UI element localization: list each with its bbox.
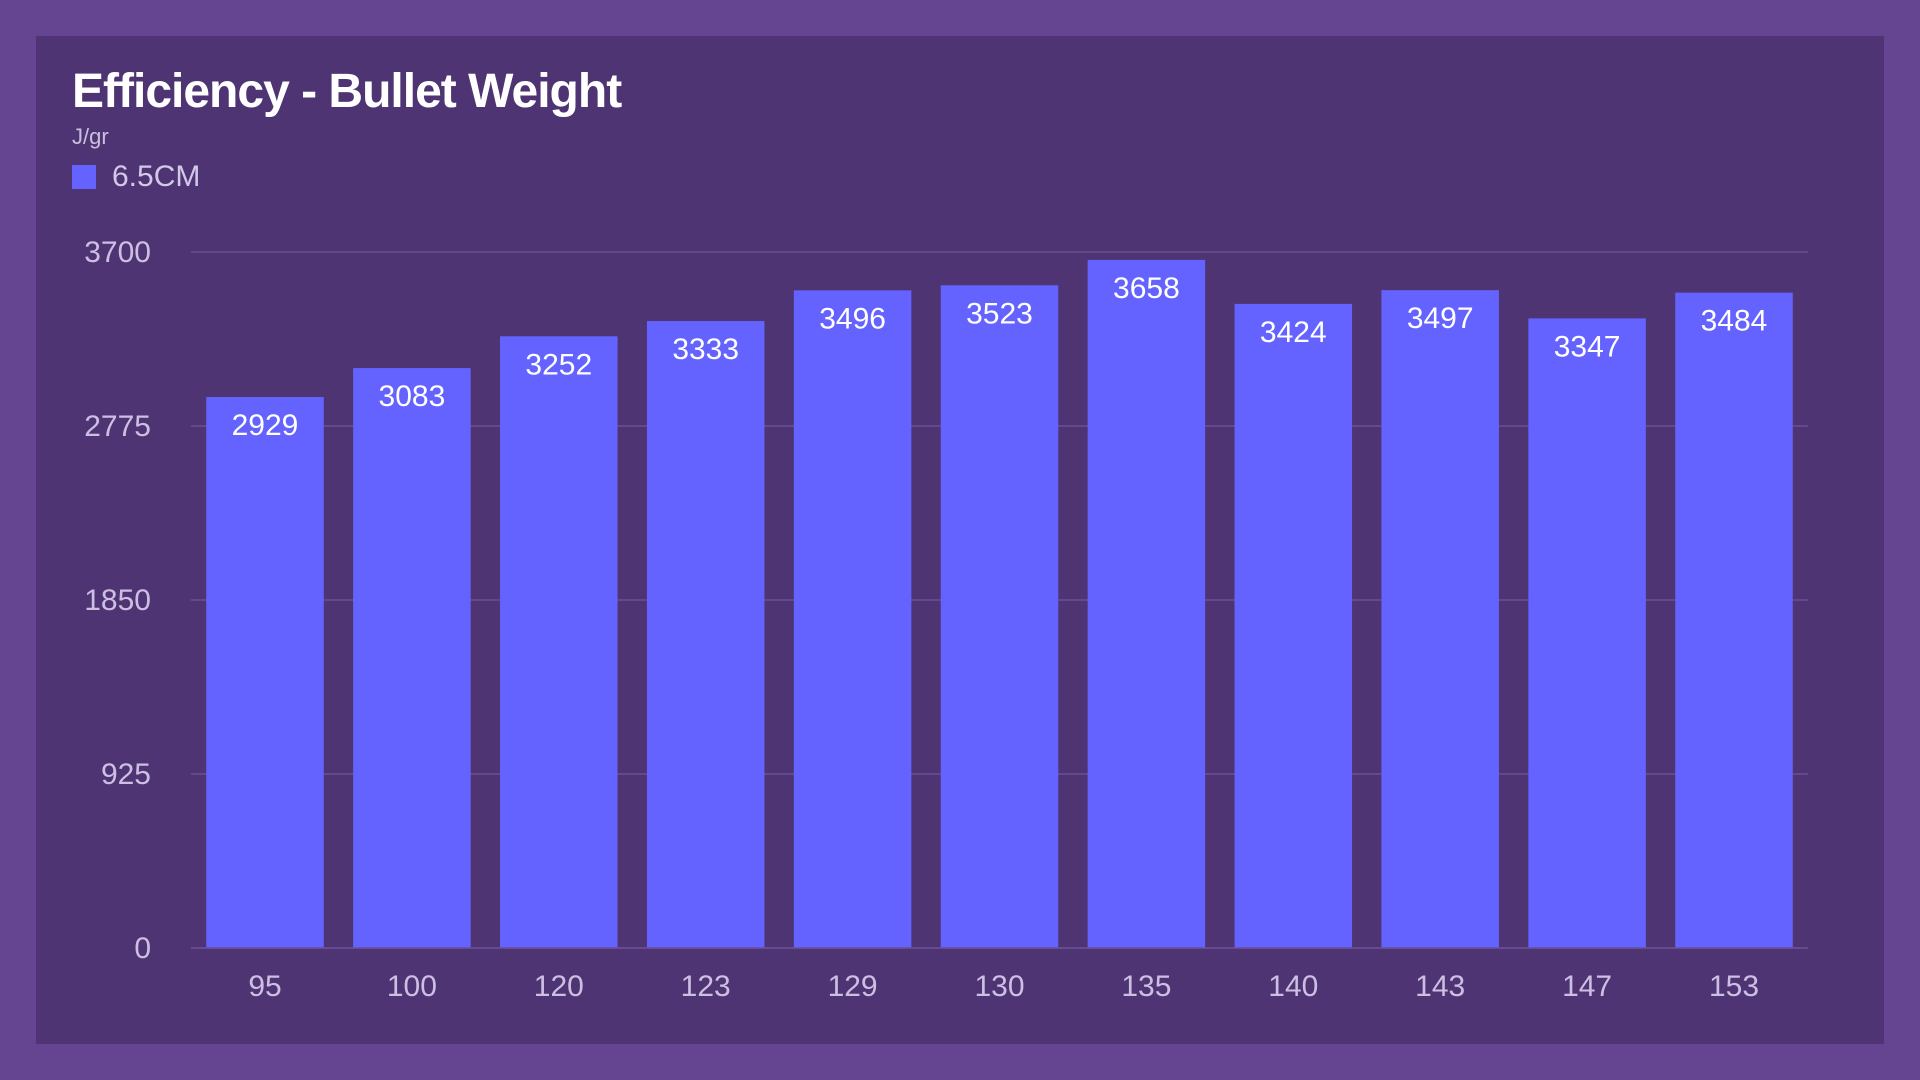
chart-panel: Efficiency - Bullet Weight J/gr 6.5CM 0 9… — [36, 36, 1884, 1044]
bar-chart: 0 925 1850 2775 3700 2929 95 3083 100 3252 120 3333… — [84, 236, 1808, 1003]
data-label: 2929 — [232, 409, 299, 442]
x-tick-label: 123 — [681, 970, 731, 1003]
bar-129[interactable] — [793, 290, 912, 949]
chart-title: Efficiency - Bullet Weight — [72, 65, 622, 118]
legend: 6.5CM — [72, 160, 200, 194]
data-label: 3497 — [1407, 302, 1474, 335]
x-tick-label: 130 — [974, 970, 1024, 1003]
bar-95[interactable] — [206, 397, 324, 948]
x-tick-label: 95 — [248, 970, 281, 1003]
x-tick-label: 153 — [1709, 970, 1759, 1003]
bar-120[interactable] — [500, 336, 618, 948]
chart-subtitle: J/gr — [72, 124, 109, 149]
data-label: 3523 — [966, 297, 1033, 330]
bar-135[interactable] — [1087, 259, 1206, 949]
bar-140[interactable] — [1234, 303, 1353, 948]
data-label: 3347 — [1554, 330, 1621, 363]
y-tick-label: 1850 — [84, 584, 151, 617]
bar-123[interactable] — [646, 321, 765, 949]
data-label: 3083 — [379, 380, 446, 413]
bar-130[interactable] — [940, 285, 1059, 948]
data-label: 3658 — [1113, 272, 1180, 305]
bar-100[interactable] — [353, 368, 471, 948]
x-tick-label: 135 — [1121, 970, 1171, 1003]
y-tick-label: 2775 — [84, 410, 151, 443]
x-tick-label: 120 — [534, 970, 584, 1003]
data-label: 3424 — [1260, 316, 1327, 349]
bar-153[interactable] — [1675, 292, 1793, 948]
legend-label: 6.5CM — [112, 160, 201, 193]
y-tick-label: 925 — [101, 758, 151, 791]
data-label: 3333 — [672, 333, 739, 366]
x-tick-label: 140 — [1268, 970, 1318, 1003]
bar-147[interactable] — [1528, 318, 1646, 948]
x-tick-label: 100 — [387, 970, 437, 1003]
x-tick-label: 147 — [1562, 970, 1612, 1003]
x-tick-label: 143 — [1415, 970, 1465, 1003]
legend-swatch — [72, 165, 96, 189]
bar-143[interactable] — [1381, 290, 1499, 949]
y-tick-label: 0 — [134, 932, 151, 965]
x-tick-label: 129 — [828, 970, 878, 1003]
y-tick-label: 3700 — [84, 236, 151, 269]
data-label: 3252 — [525, 348, 592, 381]
data-label: 3496 — [819, 302, 886, 335]
data-label: 3484 — [1701, 305, 1768, 338]
